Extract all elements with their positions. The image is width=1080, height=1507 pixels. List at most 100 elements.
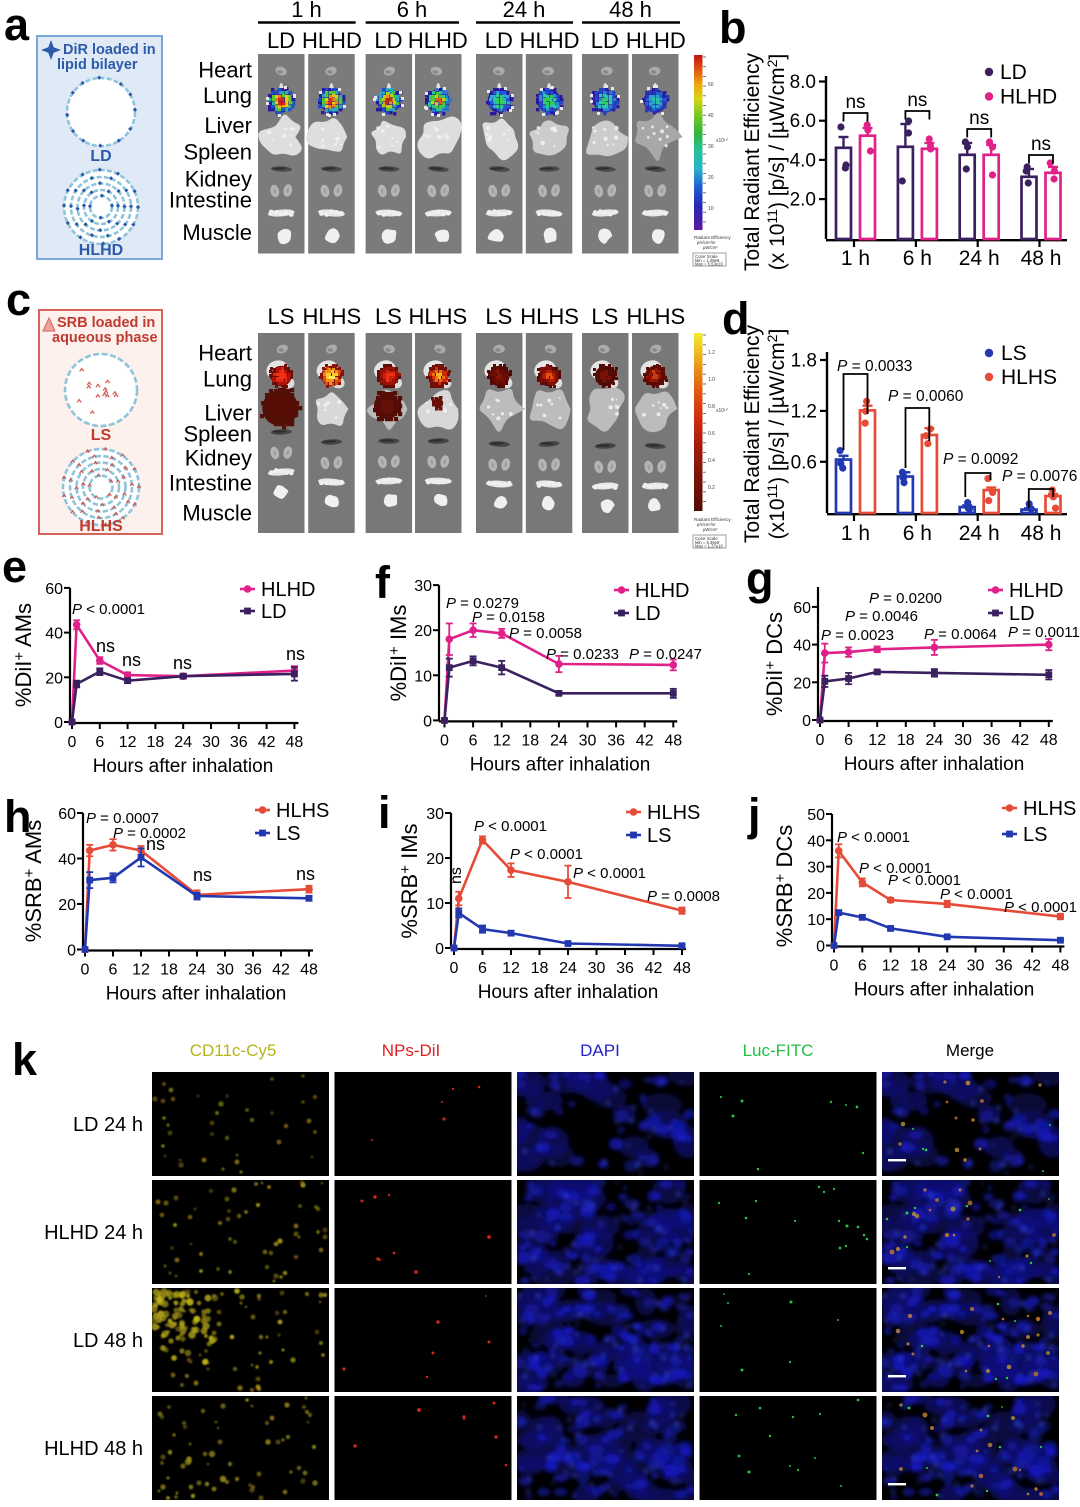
svg-text:P = 0.0076: P = 0.0076 — [1002, 468, 1077, 485]
svg-text:P < 0.0001: P < 0.0001 — [1004, 899, 1077, 916]
svg-text:Lung: Lung — [203, 83, 252, 108]
svg-text:0: 0 — [802, 713, 811, 730]
svg-text:Spleen: Spleen — [183, 422, 252, 447]
svg-text:P = 0.0046: P = 0.0046 — [845, 608, 918, 625]
svg-text:P = 0.0033: P = 0.0033 — [837, 358, 912, 375]
svg-text:NPs-DiI: NPs-DiI — [382, 1041, 441, 1060]
svg-text:48 h: 48 h — [609, 0, 652, 22]
svg-text:6: 6 — [858, 958, 867, 975]
svg-text:ns: ns — [96, 636, 115, 656]
svg-text:LD: LD — [90, 148, 111, 165]
svg-text:ns: ns — [193, 865, 212, 885]
svg-text:12: 12 — [882, 958, 900, 975]
svg-text:LS: LS — [276, 823, 300, 845]
svg-text:lipid bilayer: lipid bilayer — [57, 57, 138, 73]
svg-text:HLHS: HLHS — [647, 802, 700, 824]
svg-text:aqueous phase: aqueous phase — [52, 330, 158, 346]
svg-text:ns: ns — [1031, 134, 1051, 155]
svg-text:DAPI: DAPI — [580, 1041, 620, 1060]
svg-text:%DiI+ AMs: %DiI+ AMs — [11, 603, 36, 707]
svg-text:20: 20 — [58, 897, 76, 914]
svg-text:ns: ns — [296, 864, 315, 884]
svg-text:Liver: Liver — [204, 113, 252, 138]
svg-text:36: 36 — [995, 958, 1013, 975]
svg-text:10: 10 — [426, 896, 444, 913]
svg-text:LD: LD — [1000, 61, 1027, 84]
svg-text:LD: LD — [591, 28, 619, 53]
svg-text:Total Radiant Efficiency: Total Radiant Efficiency — [741, 53, 764, 271]
svg-text:Hours after inhalation: Hours after inhalation — [93, 756, 274, 777]
svg-text:LD 24 h: LD 24 h — [73, 1114, 143, 1136]
svg-text:P < 0.0001: P < 0.0001 — [888, 872, 961, 889]
svg-text:Luc-FITC: Luc-FITC — [743, 1041, 814, 1060]
svg-text:36: 36 — [983, 732, 1001, 749]
svg-text:i: i — [378, 787, 391, 838]
svg-text:Hours after inhalation: Hours after inhalation — [470, 754, 651, 775]
svg-text:c: c — [6, 274, 31, 325]
svg-text:60: 60 — [45, 581, 63, 598]
svg-text:0: 0 — [423, 713, 432, 730]
svg-text:P < 0.0001: P < 0.0001 — [573, 865, 646, 882]
svg-text:P < 0.0001: P < 0.0001 — [510, 846, 583, 863]
svg-text:48: 48 — [673, 960, 691, 977]
svg-text:6 h: 6 h — [397, 0, 428, 22]
svg-text:Radiant Efficiency: Radiant Efficiency — [694, 235, 731, 240]
svg-text:40: 40 — [793, 638, 811, 655]
svg-text:x10¹⁰: x10¹⁰ — [716, 408, 728, 414]
svg-text:HLHS: HLHS — [626, 304, 685, 329]
svg-text:LD: LD — [374, 28, 402, 53]
svg-text:24: 24 — [938, 958, 956, 975]
svg-text:P = 0.0279: P = 0.0279 — [446, 595, 519, 612]
svg-text:h: h — [4, 791, 32, 842]
svg-text:ns: ns — [845, 92, 865, 113]
svg-text:40: 40 — [58, 852, 76, 869]
svg-text:HLHS: HLHS — [520, 304, 579, 329]
svg-text:30: 30 — [202, 734, 220, 751]
svg-text:Hours after inhalation: Hours after inhalation — [844, 754, 1025, 775]
svg-text:50: 50 — [708, 82, 714, 88]
svg-text:12: 12 — [132, 962, 150, 979]
svg-text:b: b — [719, 2, 747, 53]
svg-text:0.2: 0.2 — [708, 485, 715, 491]
svg-text:60: 60 — [58, 806, 76, 823]
svg-text:50: 50 — [807, 807, 825, 824]
svg-text:HLHD: HLHD — [79, 242, 123, 259]
svg-text:Intestine: Intestine — [169, 471, 252, 496]
svg-text:36: 36 — [244, 962, 262, 979]
svg-text:HLHD: HLHD — [1000, 86, 1057, 109]
svg-text:%SRB+ DCs: %SRB+ DCs — [772, 825, 797, 947]
svg-text:HLHD: HLHD — [520, 28, 580, 53]
svg-text:Spleen: Spleen — [183, 140, 252, 165]
svg-text:P = 0.0200: P = 0.0200 — [869, 590, 942, 607]
svg-text:Merge: Merge — [946, 1041, 994, 1060]
svg-text:P = 0.0233: P = 0.0233 — [546, 646, 619, 663]
svg-text:2.0: 2.0 — [790, 190, 816, 211]
svg-text:6: 6 — [478, 960, 487, 977]
svg-text:p/s/cm²/sr: p/s/cm²/sr — [697, 240, 716, 245]
svg-text:Min = 1.08e8: Min = 1.08e8 — [695, 258, 720, 263]
svg-text:P = 0.0023: P = 0.0023 — [821, 627, 894, 644]
svg-text:HLHD: HLHD — [302, 28, 362, 53]
svg-text:6: 6 — [469, 732, 478, 749]
svg-text:18: 18 — [160, 962, 178, 979]
svg-text:42: 42 — [636, 732, 654, 749]
svg-text:0: 0 — [440, 732, 449, 749]
svg-text:LS: LS — [647, 825, 671, 847]
svg-text:HLHS: HLHS — [303, 304, 362, 329]
svg-text:30: 30 — [967, 958, 985, 975]
svg-text:Min = 6.35e8: Min = 6.35e8 — [695, 540, 720, 545]
svg-text:42: 42 — [272, 962, 290, 979]
svg-text:0.6: 0.6 — [791, 452, 817, 473]
svg-text:20: 20 — [807, 886, 825, 903]
svg-text:Hours after inhalation: Hours after inhalation — [854, 980, 1035, 1001]
svg-text:1.0: 1.0 — [708, 377, 715, 383]
svg-text:30: 30 — [414, 578, 432, 595]
svg-text:20: 20 — [414, 623, 432, 640]
svg-text:Kidney: Kidney — [185, 167, 252, 192]
svg-text:40: 40 — [807, 833, 825, 850]
svg-text:P < 0.0001: P < 0.0001 — [474, 818, 547, 835]
svg-text:10: 10 — [807, 912, 825, 929]
svg-text:HLHS: HLHS — [1001, 366, 1057, 389]
svg-text:LD: LD — [267, 28, 295, 53]
svg-text:18: 18 — [521, 732, 539, 749]
